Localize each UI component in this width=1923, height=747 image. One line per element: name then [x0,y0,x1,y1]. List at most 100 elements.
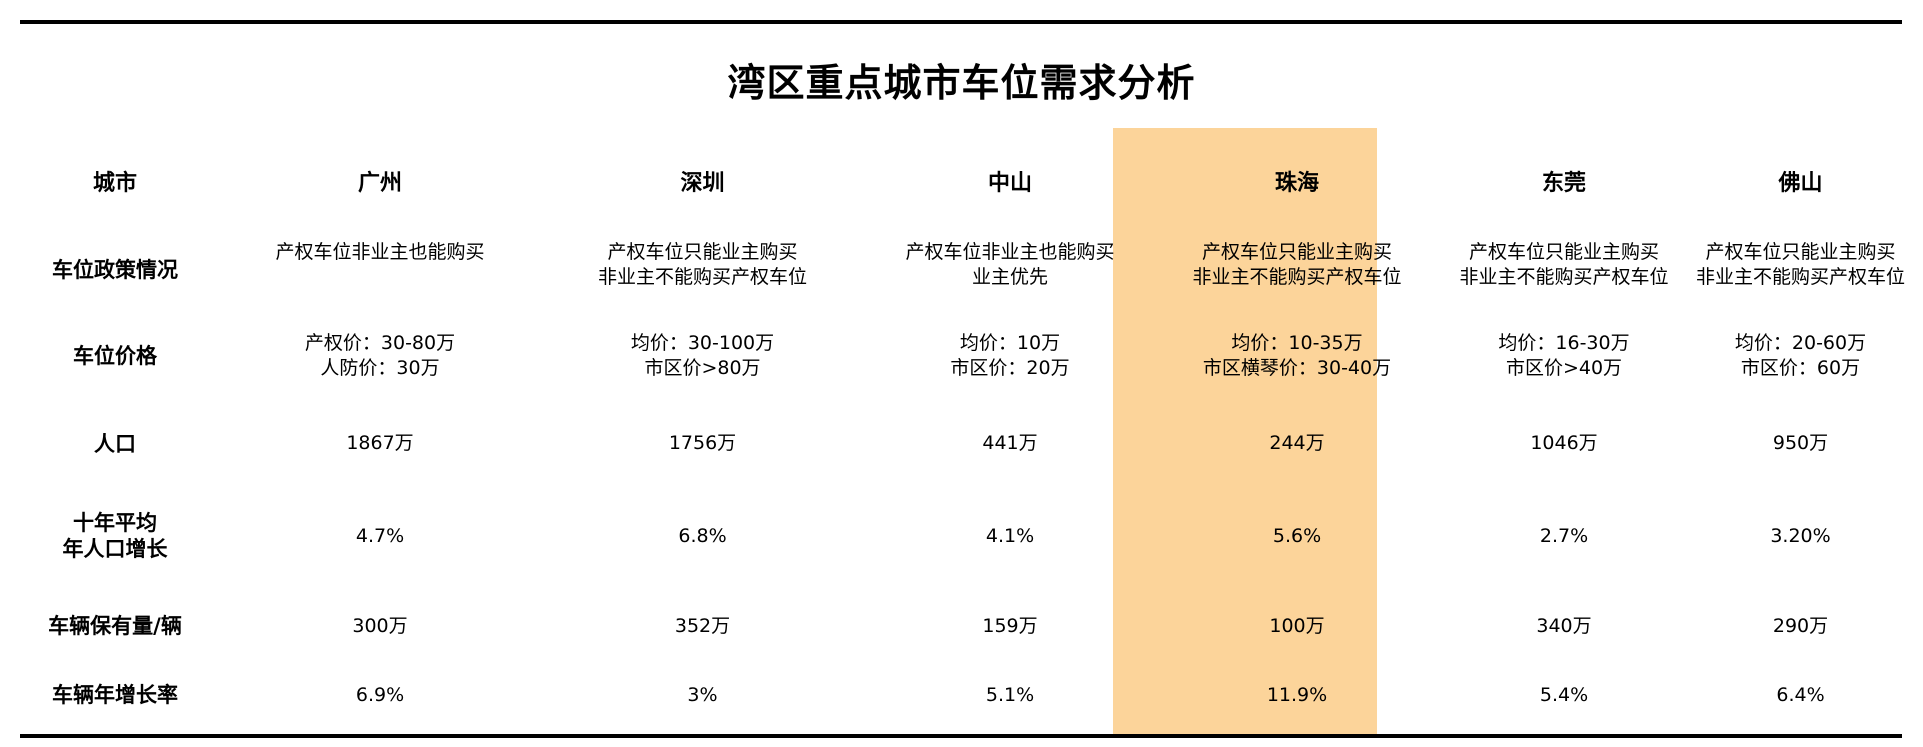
table-cell-line: 1756万 [668,432,737,454]
table-cell: 6.8% [550,476,855,596]
table-cell: 产权车位只能业主购买 非业主不能购买产权车位 [1165,238,1429,301]
table-cell-line: 均价：16-30万 [1498,332,1630,354]
row-label: 十年平均 年人口增长 [20,476,210,596]
table-cell: 6.4% [1699,656,1902,734]
table-cell-line: 6.8% [678,524,727,547]
table-cell-line: 4.7% [355,524,405,547]
page-title: 湾区重点城市车位需求分析 [727,61,1196,105]
city-header: 珠海 [1165,128,1429,238]
table-cell: 3% [550,656,855,734]
table-cell-line: 352万 [674,614,731,637]
table-cell-line: 290万 [1772,614,1829,637]
table-cell-line: 950万 [1772,432,1829,454]
table-cell: 340万 [1429,596,1699,656]
table-cell: 4.7% [210,476,550,596]
table-cell: 352万 [550,596,855,656]
table-cell: 1046万 [1429,411,1699,476]
row-label-line: 车位政策情况 [52,257,178,282]
table-cell-line: 5.6% [1272,524,1322,547]
table-cell: 300万 [210,596,550,656]
bottom-rule [20,734,1902,738]
table-cell-line: 产权车位只能业主购买 [1468,241,1659,263]
table-cell: 159万 [855,596,1165,656]
row-label-line: 人口 [94,431,136,456]
row-label: 车辆保有量/辆 [20,596,210,656]
table-cell-line: 4.1% [985,524,1035,547]
table-cell: 244万 [1165,411,1429,476]
header-label: 城市 [20,128,210,238]
table-cell-line: 市区价：20万 [950,357,1070,379]
table-cell: 产权车位只能业主购买 非业主不能购买产权车位 [1696,238,1905,301]
table-cell-line: 6.4% [1776,683,1825,706]
table-cell-line: 5.4% [1539,683,1589,706]
table-cell: 4.1% [855,476,1165,596]
table-cell-line: 产权价：30-80万 [304,332,456,354]
table-cell: 950万 [1699,411,1902,476]
table-cell-line: 非业主不能购买产权车位 [597,266,807,288]
table-cell: 均价：16-30万 市区价>40万 [1429,301,1699,411]
row-label-line: 年人口增长 [62,537,168,561]
table-cell-line: 均价：20-60万 [1734,332,1867,354]
table-cell: 均价：30-100万 市区价>80万 [550,301,855,411]
city-header-text: 广州 [357,170,402,196]
table-cell-line: 产权车位只能业主购买 [1201,241,1392,263]
table-cell-line: 5.1% [985,683,1035,706]
header-label-text: 城市 [92,170,137,196]
table-cell-line: 300万 [352,614,408,637]
city-header: 佛山 [1699,128,1902,238]
table-cell: 均价：10-35万市区横琴价：30-40万 [1165,301,1429,411]
city-header-text: 佛山 [1778,170,1823,196]
table-cell: 6.9% [210,656,550,734]
table-cell-line: 441万 [982,432,1038,454]
table-cell-line: 100万 [1269,614,1325,637]
table-cell: 产权车位非业主也能购买 业主优先 [855,238,1165,301]
table-cell: 产权车位非业主也能购买 [210,238,550,301]
table-cell-line: 人防价：30万 [320,357,440,379]
table-cell: 5.6% [1165,476,1429,596]
table-cell-line: 产权车位非业主也能购买 [275,241,485,263]
city-header-text: 珠海 [1274,170,1319,196]
table-cell-line: 6.9% [355,683,405,706]
table-cell: 441万 [855,411,1165,476]
table-cell: 1756万 [550,411,855,476]
city-header: 东莞 [1429,128,1699,238]
table-cell-line: 市区价>80万 [644,357,761,379]
table-cell-line: 3.20% [1770,524,1831,547]
table-cell-line: 均价：10万 [959,332,1061,354]
city-header-text: 东莞 [1541,170,1586,196]
row-label: 车辆年增长率 [20,656,210,734]
city-header: 中山 [855,128,1165,238]
city-comparison-table: 城市 广州 深圳 中山 珠海 东莞 佛山车位政策情况 产权车位非业主也能购买 产权车位只能业主购… [20,128,1905,734]
table-cell-line: 159万 [982,614,1038,637]
table-cell: 5.4% [1429,656,1699,734]
table-cell: 1867万 [210,411,550,476]
table-cell: 3.20% [1699,476,1902,596]
table-cell-line: 产权车位只能业主购买 [1705,241,1896,263]
row-label: 车位政策情况 [20,238,210,301]
table-cell-line: 产权车位非业主也能购买 [905,241,1115,263]
table-cell-line: 1046万 [1530,432,1598,454]
table-cell-line: 市区价：60万 [1740,357,1861,379]
table-cell: 2.7% [1429,476,1699,596]
top-rule [20,20,1902,24]
table-cell-line: 3% [687,683,718,706]
row-label-line: 车辆保有量/辆 [48,614,182,638]
table-cell-line: 均价：30-100万 [630,332,775,354]
table-cell-line: 均价：10-35万 [1231,332,1363,354]
table-cell: 产权车位只能业主购买 非业主不能购买产权车位 [1429,238,1699,301]
table-cell: 11.9% [1165,656,1429,734]
table-cell-line: 1867万 [346,432,414,454]
city-header-text: 深圳 [680,170,725,196]
row-label-line: 车辆年增长率 [52,683,178,707]
city-header-text: 中山 [987,170,1032,196]
row-label-line: 十年平均 [73,511,157,535]
table-cell: 均价：10万 市区价：20万 [855,301,1165,411]
row-label: 人口 [20,411,210,476]
table-cell-line: 非业主不能购买产权车位 [1192,266,1402,288]
table-cell: 产权价：30-80万 人防价：30万 [210,301,550,411]
table-cell-line: 2.7% [1539,524,1589,547]
table-cell: 5.1% [855,656,1165,734]
table-cell-line: 244万 [1269,432,1325,454]
table-cell-line: 市区横琴价：30-40万 [1202,357,1392,379]
row-label-line: 车位价格 [73,344,157,368]
